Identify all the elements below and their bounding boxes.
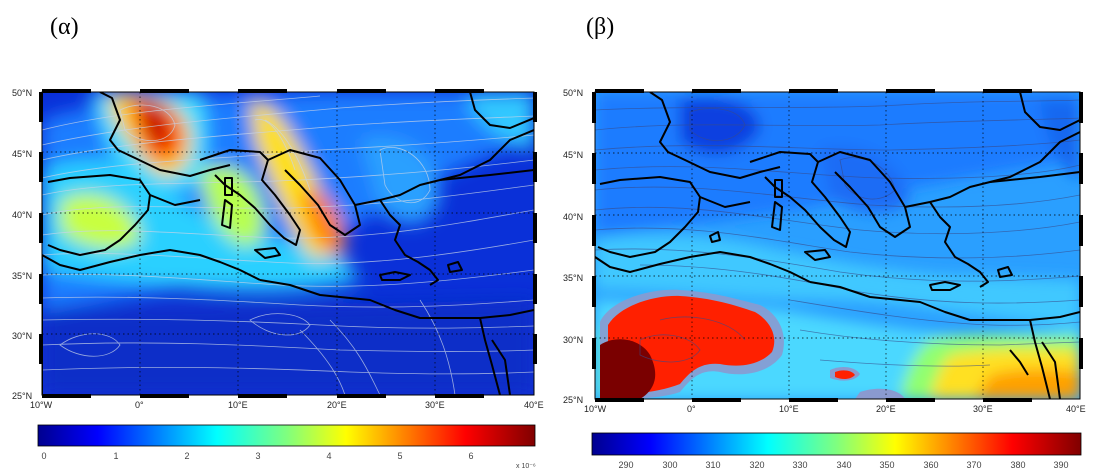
lon-label: 0°: [687, 404, 696, 414]
lon-label: 10°W: [30, 400, 53, 410]
colorbar-tick: 300: [662, 460, 677, 470]
lat-label: 50°N: [12, 88, 32, 98]
contour-lines-alpha: [42, 95, 534, 395]
lat-label: 30°N: [12, 331, 32, 341]
colorbar-alpha: 0 1 2 3 4 5 6 x 10⁻⁶: [37, 424, 536, 470]
map-beta: 50°N 45°N 40°N 35°N 30°N 25°N 10°W 0° 10…: [563, 88, 1086, 470]
field-beta: [595, 92, 1080, 399]
lat-label: 45°N: [12, 149, 32, 159]
lat-labels-alpha: 50°N 45°N 40°N 35°N 30°N 25°N: [12, 88, 32, 401]
lon-label: 30°E: [425, 400, 445, 410]
colorbar-tick: 390: [1053, 460, 1068, 470]
lon-label: 40°E: [1066, 404, 1086, 414]
lon-label: 20°E: [327, 400, 347, 410]
panel-label-beta: (β): [586, 14, 615, 40]
lat-label: 35°N: [12, 271, 32, 281]
colorbar-tick: 370: [966, 460, 981, 470]
colorbar-tick: 290: [618, 460, 633, 470]
lon-label: 10°E: [228, 400, 248, 410]
panel-label-alpha: (α): [50, 14, 79, 40]
lon-label: 30°E: [973, 404, 993, 414]
colorbar-multiplier: x 10⁻⁶: [516, 463, 536, 470]
gridlines-alpha: [42, 92, 534, 395]
lon-label: 10°E: [779, 404, 799, 414]
map-alpha: 50°N 45°N 40°N 35°N 30°N 25°N 10°W 0° 10…: [12, 88, 544, 470]
colorbar-tick: 340: [836, 460, 851, 470]
lon-label: 10°W: [584, 404, 607, 414]
colorbar-tick: 6: [468, 451, 473, 461]
colorbar-tick: 0: [41, 451, 46, 461]
gridlines-beta: [595, 92, 1080, 399]
lon-label: 40°E: [524, 400, 544, 410]
map-frame-beta: [592, 89, 1083, 402]
lon-labels-alpha: 10°W 0° 10°E 20°E 30°E 40°E: [30, 400, 544, 410]
colorbar-tick: 380: [1010, 460, 1025, 470]
lat-label: 45°N: [563, 150, 583, 160]
lon-label: 0°: [135, 400, 144, 410]
field-alpha: [42, 92, 534, 395]
colorbar-tick: 4: [326, 451, 331, 461]
colorbar-tick: 350: [879, 460, 894, 470]
map-frame-alpha: [39, 89, 537, 398]
colorbar-tick: 360: [923, 460, 938, 470]
lat-labels-beta: 50°N 45°N 40°N 35°N 30°N 25°N: [563, 88, 583, 405]
lon-label: 20°E: [876, 404, 896, 414]
lat-label: 40°N: [563, 212, 583, 222]
colorbar-tick: 2: [184, 451, 189, 461]
lat-label: 35°N: [563, 273, 583, 283]
lat-label: 50°N: [563, 88, 583, 98]
colorbar-tick: 3: [255, 451, 260, 461]
lat-label: 30°N: [563, 335, 583, 345]
coastlines-beta: [595, 92, 1080, 399]
lat-label: 40°N: [12, 210, 32, 220]
colorbar-tick: 320: [749, 460, 764, 470]
lat-label: 25°N: [12, 391, 32, 401]
colorbar-tick: 5: [397, 451, 402, 461]
colorbar-tick: 330: [792, 460, 807, 470]
colorbar-tick: 310: [705, 460, 720, 470]
red-plume-beta: [600, 289, 905, 399]
lon-labels-beta: 10°W 0° 10°E 20°E 30°E 40°E: [584, 404, 1086, 414]
colorbar-tick: 1: [113, 451, 118, 461]
colorbar-beta: 290 300 310 320 330 340 350 360 370 380 …: [591, 432, 1082, 470]
lat-label: 25°N: [563, 395, 583, 405]
contour-lines-beta: [595, 99, 1080, 367]
